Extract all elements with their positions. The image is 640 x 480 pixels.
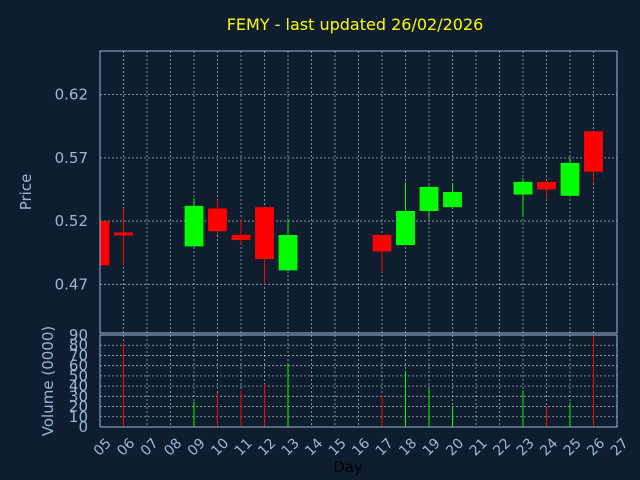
x-tick-label: 20 [443,435,467,459]
volume-tick-label: 20 [69,398,88,416]
candle-body [208,208,227,232]
candle-body [396,210,415,246]
candle-body [231,234,251,241]
candle-body [443,192,462,208]
candle-body [255,207,274,260]
x-ticks: 05 06 07 08 09 10 11 12 13 14 15 16 17 18 19 20 21 22 23 24… [91,435,632,459]
x-tick-label: 24 [537,435,561,459]
price-frame [99,50,618,334]
x-tick-label: 26 [584,435,608,459]
volume-tick-label: 0 [78,418,88,436]
x-tick-label: 14 [302,435,326,459]
x-tick-label: 11 [232,435,256,459]
price-y-ticks: 0.47 0.52 0.57 0.62 [55,86,88,294]
chart-title: FEMY - last updated 26/02/2026 [227,15,484,34]
volume-tick-label: 90 [69,326,88,344]
x-tick-label: 09 [185,435,209,459]
candle-body [184,205,204,247]
x-tick-label: 23 [514,435,538,459]
price-axis-label: Price [17,174,35,211]
volume-tick-label: 10 [69,408,88,426]
volume-tick-label: 60 [69,357,88,375]
x-axis-label: Day [333,458,363,476]
volume-frame [99,334,618,428]
x-tick-label: 19 [420,435,444,459]
x-tick-label: 05 [91,435,115,459]
x-tick-label: 25 [561,435,585,459]
price-tick-label: 0.62 [55,86,88,104]
volume-tick-label: 80 [69,336,88,354]
x-tick-label: 27 [608,435,632,459]
price-panel: 0.47 0.52 0.57 0.62 [55,50,618,334]
volume-tick-label: 70 [69,346,88,364]
candle-body [537,181,556,190]
candle-body [278,234,298,271]
volume-tick-label: 40 [69,377,88,395]
price-grid [99,51,618,333]
volume-grid [99,334,618,428]
candle-body [419,186,439,211]
price-tick-label: 0.52 [55,212,88,230]
candles [99,131,603,285]
x-tick-label: 07 [138,435,162,459]
price-tick-label: 0.47 [55,275,88,293]
candle-body [114,232,133,236]
x-tick-label: 06 [114,435,138,459]
x-tick-label: 12 [255,435,279,459]
x-tick-label: 22 [490,435,514,459]
candle-body [513,181,533,195]
candle-body [372,234,392,252]
price-tick-label: 0.57 [55,149,88,167]
volume-tick-label: 30 [69,387,88,405]
candle-body [584,131,603,172]
candle-body [560,162,580,196]
volume-bars [123,335,594,427]
x-tick-label: 10 [208,435,232,459]
x-tick-label: 15 [326,435,350,459]
x-tick-label: 18 [396,435,420,459]
x-tick-label: 08 [161,435,185,459]
x-tick-label: 21 [467,435,491,459]
volume-tick-label: 50 [69,367,88,385]
candle-body [100,221,110,266]
volume-axis-label: Volume (0000) [39,326,57,436]
x-tick-label: 13 [279,435,303,459]
x-tick-label: 16 [349,435,373,459]
x-tick-label: 17 [373,435,397,459]
